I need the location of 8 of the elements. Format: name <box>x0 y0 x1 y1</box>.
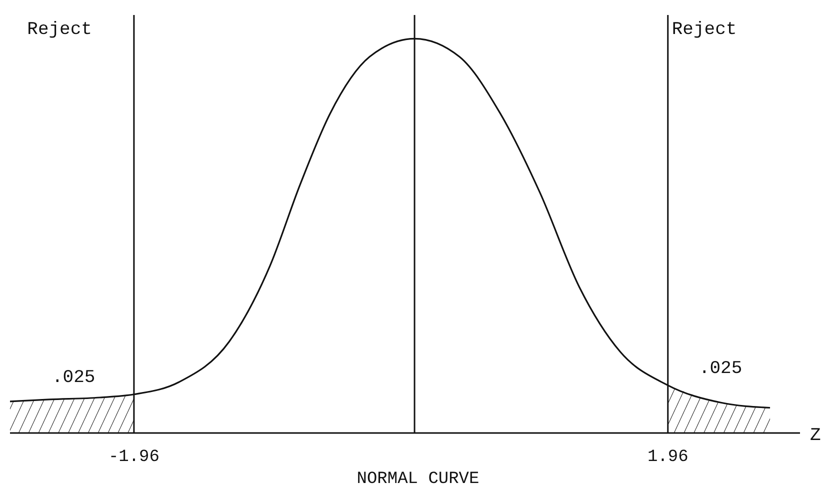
x-tick-label: 1.96 <box>647 448 688 468</box>
annotation: Reject <box>27 20 92 40</box>
x-tick-label: -1.96 <box>108 448 160 468</box>
annotation: .025 <box>52 368 96 388</box>
text: NORMAL CURVE <box>356 470 480 489</box>
annotation: .025 <box>698 359 742 380</box>
x-axis-title: Z <box>810 426 821 446</box>
annotation: Reject <box>672 20 737 40</box>
